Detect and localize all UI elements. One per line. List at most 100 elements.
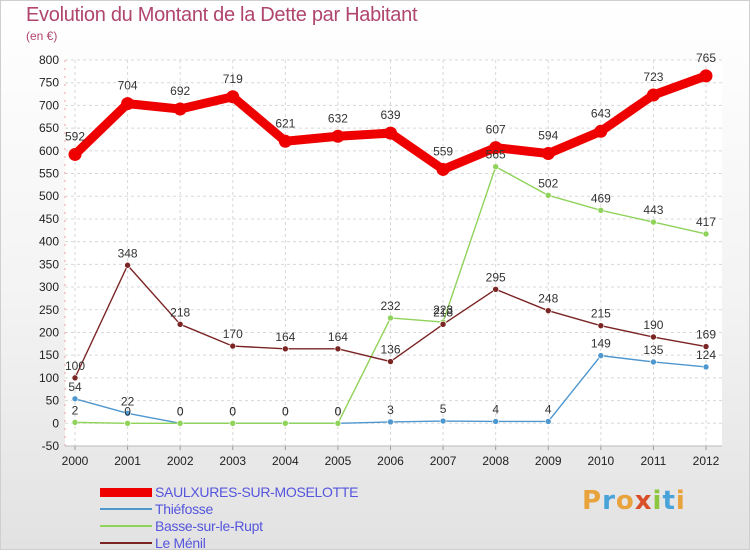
point-thiefosse bbox=[492, 418, 499, 425]
logo-letter: o bbox=[615, 486, 635, 516]
point-basse-sur-le-rupt bbox=[229, 419, 237, 427]
x-tick-label: 2006 bbox=[377, 454, 404, 468]
point-le-menil bbox=[282, 345, 289, 353]
y-tick-label: 600 bbox=[39, 144, 59, 158]
point-basse-sur-le-rupt bbox=[387, 314, 394, 322]
point-le-menil bbox=[544, 307, 552, 314]
data-label-thiefosse: 0 bbox=[335, 404, 342, 418]
point-basse-sur-le-rupt bbox=[176, 419, 184, 427]
point-basse-sur-le-rupt bbox=[492, 163, 499, 171]
data-label-thiefosse: 22 bbox=[121, 394, 135, 408]
y-tick-label: 300 bbox=[39, 280, 59, 294]
x-tick-label: 2000 bbox=[62, 454, 89, 468]
proxiti-logo: Proxiti bbox=[582, 486, 686, 516]
point-saulxures-sur-moselotte bbox=[594, 124, 608, 138]
logo-letter: i bbox=[675, 486, 686, 516]
data-label-thiefosse: 54 bbox=[68, 380, 82, 394]
chart-title: Evolution du Montant de la Dette par Hab… bbox=[26, 4, 418, 26]
point-le-menil bbox=[439, 320, 447, 328]
data-label-basse-sur-le-rupt: 469 bbox=[591, 191, 611, 205]
data-label-saulxures-sur-moselotte: 719 bbox=[223, 72, 243, 86]
data-label-le-menil: 215 bbox=[591, 307, 611, 321]
data-label-le-menil: 170 bbox=[223, 327, 243, 341]
x-tick-label: 2011 bbox=[641, 454, 667, 468]
y-tick-label: 350 bbox=[39, 257, 59, 271]
data-label-le-menil: 100 bbox=[65, 359, 85, 373]
x-tick-label: 2012 bbox=[693, 454, 720, 468]
point-saulxures-sur-moselotte bbox=[646, 88, 660, 102]
point-basse-sur-le-rupt bbox=[334, 419, 342, 427]
data-label-thiefosse: 4 bbox=[492, 402, 499, 416]
chart-unit: (en €) bbox=[26, 29, 58, 43]
data-label-basse-sur-le-rupt: 2 bbox=[72, 403, 79, 417]
logo-letter: i bbox=[652, 486, 663, 516]
data-label-basse-sur-le-rupt: 443 bbox=[643, 203, 663, 217]
point-le-menil bbox=[229, 342, 237, 350]
data-label-basse-sur-le-rupt: 0 bbox=[282, 404, 289, 418]
y-tick-label: 50 bbox=[46, 394, 60, 408]
point-basse-sur-le-rupt bbox=[71, 419, 79, 426]
data-label-le-menil: 190 bbox=[643, 318, 663, 332]
data-label-le-menil: 248 bbox=[538, 292, 558, 306]
y-tick-label: 450 bbox=[39, 212, 59, 226]
point-saulxures-sur-moselotte bbox=[331, 129, 345, 143]
point-saulxures-sur-moselotte bbox=[173, 102, 187, 116]
y-tick-label: 150 bbox=[39, 348, 59, 362]
data-label-le-menil: 348 bbox=[118, 246, 138, 260]
point-basse-sur-le-rupt bbox=[544, 192, 552, 199]
y-tick-label: 400 bbox=[39, 235, 59, 249]
point-le-menil bbox=[702, 343, 710, 350]
data-label-saulxures-sur-moselotte: 723 bbox=[643, 70, 663, 84]
point-saulxures-sur-moselotte bbox=[68, 147, 82, 161]
logo-letter: x bbox=[634, 486, 653, 516]
point-basse-sur-le-rupt bbox=[124, 419, 131, 427]
data-label-thiefosse: 4 bbox=[545, 402, 552, 416]
y-tick-label: 550 bbox=[39, 167, 59, 181]
logo-letter: t bbox=[662, 486, 676, 516]
point-le-menil bbox=[650, 333, 657, 341]
legend-label-thiefosse: Thiéfosse bbox=[155, 501, 213, 517]
data-label-thiefosse: 0 bbox=[177, 404, 184, 418]
point-thiefosse bbox=[597, 352, 605, 359]
x-tick-label: 2005 bbox=[325, 454, 352, 468]
point-saulxures-sur-moselotte bbox=[436, 162, 450, 176]
data-label-thiefosse: 3 bbox=[387, 403, 394, 417]
y-tick-label: -50 bbox=[42, 439, 60, 453]
data-label-le-menil: 295 bbox=[486, 270, 506, 284]
point-saulxures-sur-moselotte bbox=[699, 69, 713, 83]
point-thiefosse bbox=[387, 418, 394, 426]
data-label-saulxures-sur-moselotte: 607 bbox=[486, 123, 506, 137]
x-tick-label: 2004 bbox=[272, 454, 299, 468]
data-label-le-menil: 218 bbox=[433, 305, 453, 319]
point-le-menil bbox=[387, 358, 394, 365]
point-le-menil bbox=[334, 345, 342, 353]
legend-swatch-thiefosse bbox=[100, 508, 152, 510]
data-label-saulxures-sur-moselotte: 592 bbox=[65, 129, 85, 143]
y-tick-label: 200 bbox=[39, 325, 59, 339]
data-label-saulxures-sur-moselotte: 765 bbox=[696, 51, 716, 65]
legend-swatch-le-menil bbox=[100, 542, 152, 544]
logo-letter: P bbox=[582, 486, 603, 516]
point-basse-sur-le-rupt bbox=[702, 230, 710, 238]
legend-label-basse-sur-le-rupt: Basse-sur-le-Rupt bbox=[155, 518, 263, 534]
point-basse-sur-le-rupt bbox=[597, 207, 605, 214]
data-label-le-menil: 218 bbox=[170, 305, 190, 319]
y-tick-label: 750 bbox=[39, 76, 59, 90]
data-label-saulxures-sur-moselotte: 621 bbox=[275, 116, 295, 130]
legend-label-le-menil: Le Ménil bbox=[155, 535, 206, 551]
x-tick-label: 2008 bbox=[482, 454, 509, 468]
point-basse-sur-le-rupt bbox=[282, 419, 289, 427]
data-label-basse-sur-le-rupt: 0 bbox=[124, 404, 131, 418]
data-label-saulxures-sur-moselotte: 639 bbox=[380, 108, 400, 122]
point-thiefosse bbox=[702, 363, 710, 371]
y-tick-label: 800 bbox=[39, 53, 59, 67]
point-le-menil bbox=[492, 286, 499, 293]
point-saulxures-sur-moselotte bbox=[121, 97, 135, 111]
point-le-menil bbox=[124, 261, 131, 269]
data-label-basse-sur-le-rupt: 232 bbox=[380, 299, 400, 313]
data-label-le-menil: 169 bbox=[696, 328, 716, 342]
y-tick-label: 250 bbox=[39, 303, 59, 317]
logo-letter: r bbox=[602, 486, 616, 516]
data-label-thiefosse: 135 bbox=[643, 343, 663, 357]
